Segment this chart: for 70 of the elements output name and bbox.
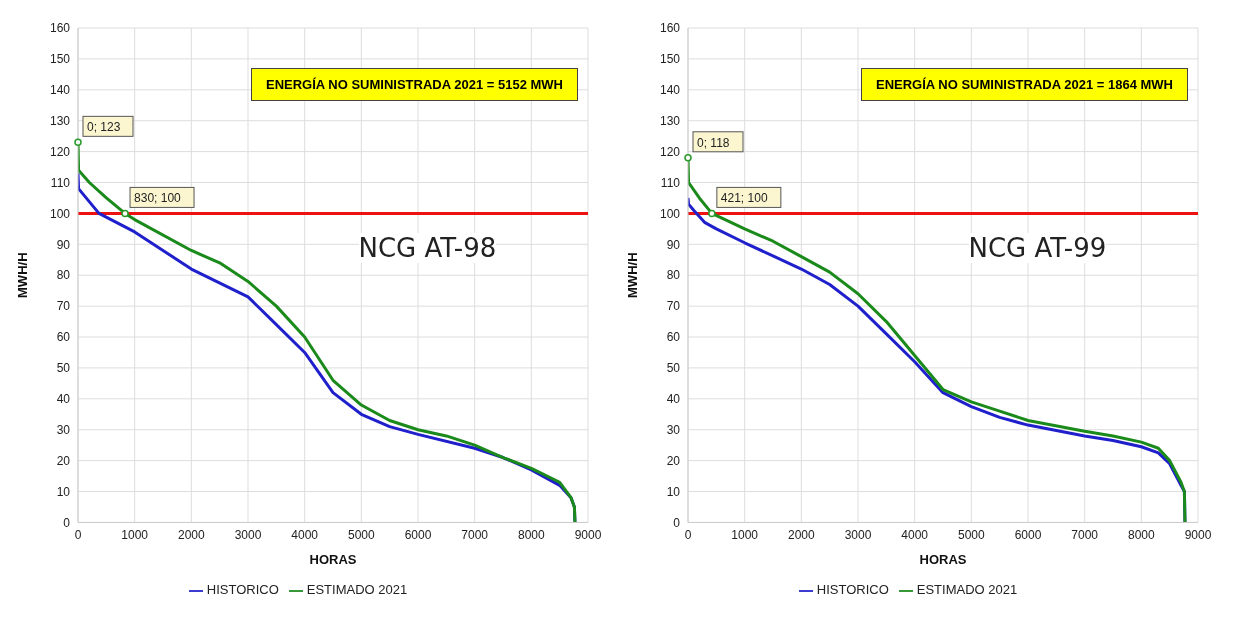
y-tick-label: 100 — [49, 206, 71, 221]
y-tick-label: 90 — [666, 237, 681, 252]
y-tick-label: 110 — [50, 175, 71, 190]
annotation: 0; 123 — [87, 120, 121, 135]
x-tick-label: 7000 — [1071, 527, 1099, 542]
y-tick-label: 20 — [666, 453, 681, 468]
y-tick-label: 40 — [666, 392, 681, 407]
y-tick-label: 130 — [49, 113, 71, 128]
y-tick-label: 80 — [666, 268, 681, 283]
x-tick-label: 3000 — [844, 527, 872, 542]
y-tick-label: 20 — [56, 453, 71, 468]
y-tick-label: 60 — [666, 330, 681, 345]
x-tick-label: 1000 — [121, 527, 149, 542]
x-tick-label: 4000 — [901, 527, 929, 542]
annotation: NCG AT-99 — [968, 233, 1107, 263]
y-tick-label: 160 — [659, 21, 681, 36]
x-tick-label: 0 — [74, 527, 82, 542]
y-tick-label: 10 — [666, 484, 681, 499]
annotation: ENERGÍA NO SUMINISTRADA 2021 = 5152 MWH — [250, 68, 578, 101]
y-tick-label: 50 — [56, 361, 71, 376]
y-tick-label: 70 — [666, 299, 681, 314]
annotation: 830; 100 — [134, 191, 182, 206]
x-tick-label: 5000 — [957, 527, 985, 542]
y-tick-label: 30 — [56, 422, 71, 437]
y-tick-label: 70 — [56, 299, 71, 314]
y-tick-label: 140 — [49, 83, 71, 98]
y-axis-title: MWH/H — [624, 252, 640, 298]
y-axis-title: MWH/H — [14, 252, 30, 298]
y-tick-label: 150 — [659, 52, 681, 67]
y-tick-label: 130 — [659, 113, 681, 128]
annotation: 421; 100 — [720, 191, 768, 206]
x-tick-label: 9000 — [574, 527, 602, 542]
x-tick-label: 7000 — [461, 527, 489, 542]
y-tick-label: 0 — [63, 515, 71, 530]
y-tick-label: 0 — [673, 515, 681, 530]
y-tick-label: 80 — [56, 268, 71, 283]
y-tick-label: 160 — [49, 21, 71, 36]
x-tick-label: 6000 — [1014, 527, 1042, 542]
x-tick-label: 8000 — [1127, 527, 1155, 542]
y-tick-label: 30 — [666, 422, 681, 437]
x-tick-label: 0 — [684, 527, 692, 542]
y-tick-label: 110 — [660, 175, 681, 190]
x-tick-label: 2000 — [177, 527, 205, 542]
legend-label: HISTORICO — [206, 582, 279, 598]
x-tick-label: 2000 — [787, 527, 815, 542]
y-tick-label: 90 — [56, 237, 71, 252]
y-tick-label: 50 — [666, 361, 681, 376]
y-tick-label: 60 — [56, 330, 71, 345]
legend-label: ESTIMADO 2021 — [306, 582, 408, 598]
x-axis-title: HORAS — [309, 552, 357, 568]
x-tick-label: 4000 — [291, 527, 319, 542]
x-tick-label: 8000 — [517, 527, 545, 542]
y-tick-label: 150 — [49, 52, 71, 67]
x-tick-label: 9000 — [1184, 527, 1212, 542]
x-tick-label: 3000 — [234, 527, 262, 542]
y-tick-label: 40 — [56, 392, 71, 407]
x-tick-label: 6000 — [404, 527, 432, 542]
y-tick-label: 120 — [659, 144, 681, 159]
x-tick-label: 5000 — [347, 527, 375, 542]
x-tick-label: 1000 — [731, 527, 759, 542]
legend-label: ESTIMADO 2021 — [916, 582, 1018, 598]
legend-label: HISTORICO — [816, 582, 889, 598]
y-tick-label: 120 — [49, 144, 71, 159]
y-tick-label: 100 — [659, 206, 681, 221]
y-tick-label: 10 — [56, 484, 71, 499]
annotation: 0; 118 — [697, 135, 730, 150]
annotation: NCG AT-98 — [358, 233, 497, 263]
x-axis-title: HORAS — [919, 552, 967, 568]
y-tick-label: 140 — [659, 83, 681, 98]
annotation: ENERGÍA NO SUMINISTRADA 2021 = 1864 MWH — [860, 68, 1188, 101]
